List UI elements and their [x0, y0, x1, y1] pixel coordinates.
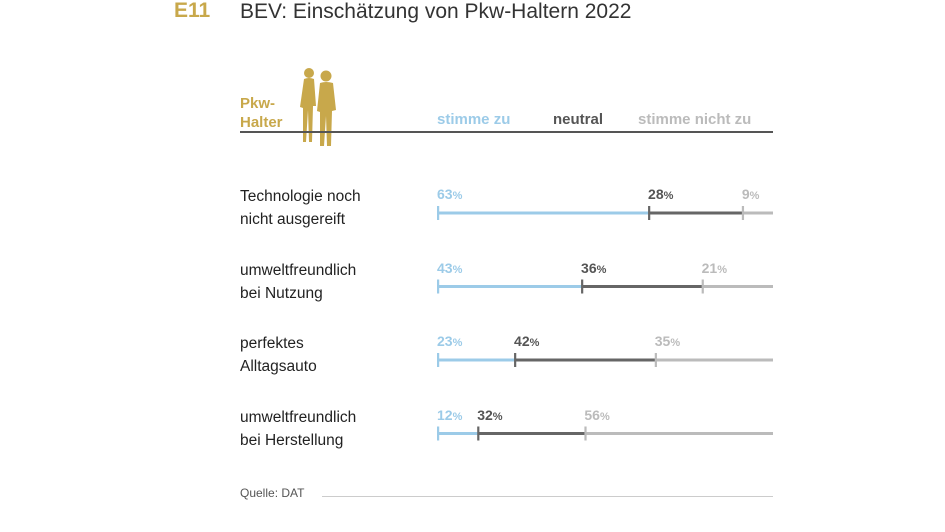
value-number: 43 — [437, 259, 453, 276]
value-number: 35 — [654, 333, 671, 349]
value-label: 35% — [655, 333, 680, 349]
value-number: 56 — [584, 406, 600, 423]
legend-neutral: neutral — [553, 111, 604, 128]
value-number: 42 — [514, 333, 530, 349]
value-number: 9 — [741, 186, 750, 202]
header-divider — [240, 131, 773, 133]
value-label: 43% — [437, 260, 462, 276]
value-unit: % — [599, 410, 610, 423]
value-number: 63 — [437, 186, 453, 202]
row-label-line: nicht ausgereift — [240, 211, 346, 228]
value-number: 21 — [701, 259, 718, 276]
value-unit: % — [452, 337, 463, 349]
row-label-line: umweltfreundlich — [240, 261, 357, 279]
bar-segment — [702, 285, 773, 288]
segment-tick — [437, 426, 440, 441]
chart-code: E11 — [174, 0, 211, 22]
value-label: 42% — [514, 333, 539, 349]
segment-tick — [701, 279, 704, 294]
bar-segment — [649, 211, 743, 215]
bar-segment — [585, 432, 773, 435]
group-label-line2: Halter — [240, 114, 283, 131]
people-icon — [300, 68, 336, 146]
value-unit: % — [596, 263, 607, 276]
source-divider — [322, 496, 773, 497]
row-label: Technologie noch nicht ausgereift — [240, 185, 361, 231]
legend-agree: stimme zu — [437, 111, 511, 128]
chart-title: BEV: Einschätzung von Pkw-Haltern 2022 — [240, 0, 632, 23]
row-label: perfektes Alltagsauto — [240, 332, 317, 378]
bar-segment — [438, 432, 479, 435]
segment-tick — [437, 206, 440, 220]
value-unit: % — [529, 337, 540, 349]
segment-tick — [654, 353, 657, 367]
segment-tick — [741, 206, 745, 220]
value-number: 32 — [477, 406, 493, 423]
bar-segment — [515, 358, 656, 362]
value-label: 56% — [584, 407, 609, 423]
row-label-line: bei Nutzung — [240, 284, 323, 302]
value-unit: % — [492, 410, 503, 423]
value-unit: % — [670, 337, 681, 349]
legend-disagree: stimme nicht zu — [638, 111, 752, 128]
bar-segment — [742, 211, 773, 215]
row-label: umweltfreundlich bei Herstellung — [240, 406, 356, 452]
value-unit: % — [452, 190, 463, 202]
row-label-line: perfektes — [240, 335, 304, 352]
segment-tick — [437, 279, 440, 294]
segment-tick — [581, 279, 584, 294]
segment-tick — [437, 353, 440, 367]
value-number: 23 — [437, 333, 453, 349]
bar-segment — [655, 358, 773, 362]
value-label: 12% — [437, 407, 462, 423]
value-number: 28 — [648, 186, 664, 202]
value-unit: % — [749, 190, 760, 202]
bar-segment — [438, 285, 583, 288]
segment-tick — [514, 353, 517, 367]
value-label: 32% — [477, 407, 502, 423]
group-label-line1: Pkw- — [240, 95, 276, 112]
row-label-line: Technologie noch — [240, 188, 361, 205]
row-label-line: umweltfreundlich — [240, 408, 357, 426]
row-label: umweltfreundlich bei Nutzung — [240, 259, 356, 305]
value-label: 9% — [742, 186, 760, 202]
bar-segment — [438, 211, 650, 215]
source-note: Quelle: DAT — [240, 486, 305, 500]
value-label: 28% — [648, 186, 673, 202]
value-unit: % — [452, 263, 463, 276]
value-label: 63% — [437, 186, 462, 202]
segment-tick — [648, 206, 651, 220]
value-label: 21% — [702, 260, 727, 276]
value-label: 23% — [437, 333, 462, 349]
value-label: 36% — [581, 260, 606, 276]
group-label: Pkw- Halter — [240, 94, 283, 132]
value-unit: % — [717, 263, 727, 276]
bar-segment — [582, 285, 703, 288]
bar-segment — [438, 358, 516, 362]
bar-segment — [478, 432, 586, 435]
segment-tick — [584, 426, 587, 441]
value-number: 36 — [581, 259, 597, 276]
value-unit: % — [663, 190, 674, 202]
value-unit: % — [452, 410, 463, 423]
row-label-line: bei Herstellung — [240, 431, 344, 449]
row-label-line: Alltagsauto — [240, 358, 317, 375]
segment-tick — [477, 426, 480, 441]
value-number: 12 — [437, 406, 453, 423]
